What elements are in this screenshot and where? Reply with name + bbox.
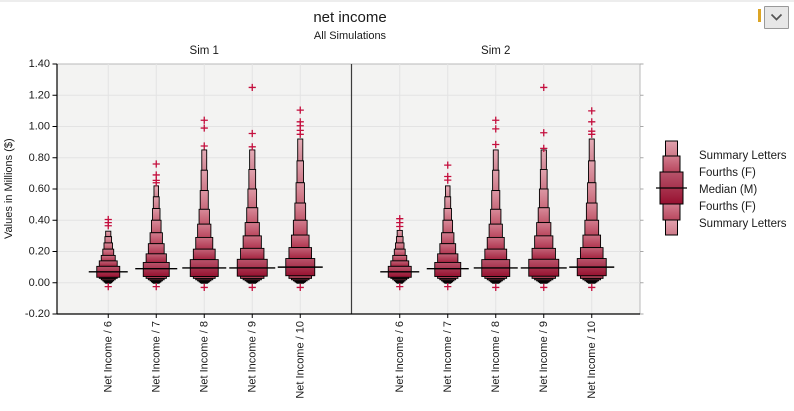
- x-category-label: Net Income / 7: [442, 321, 454, 393]
- y-tick-label: 1.00: [29, 121, 50, 133]
- y-tick-label: 0.20: [29, 246, 50, 258]
- letter-value-glyph[interactable]: [473, 116, 518, 292]
- y-tick-label: 0.00: [29, 277, 50, 289]
- y-tick-label: -0.20: [25, 308, 50, 320]
- letter-value-glyph[interactable]: [182, 116, 227, 292]
- letter-value-glyph[interactable]: [277, 106, 323, 292]
- letter-value-glyph[interactable]: [88, 215, 128, 291]
- letter-value-glyph[interactable]: [380, 215, 420, 291]
- chevron-down-icon: [770, 13, 783, 21]
- x-category-label: Net Income / 10: [586, 321, 598, 399]
- x-category-label: Net Income / 6: [394, 321, 406, 393]
- outlier-marker[interactable]: [200, 116, 208, 292]
- outlier-marker[interactable]: [588, 107, 596, 292]
- panel-label: Sim 1: [190, 45, 219, 57]
- outlier-marker[interactable]: [540, 83, 548, 292]
- legend-item: Median (M): [699, 184, 758, 196]
- letter-value-glyph[interactable]: [426, 161, 469, 291]
- chart-subtitle: All Simulations: [313, 30, 387, 42]
- panel-label: Sim 2: [481, 45, 510, 57]
- letter-value-glyph[interactable]: [569, 107, 615, 292]
- legend-glyph-segment: [665, 140, 678, 157]
- x-category-label: Net Income / 7: [150, 321, 162, 393]
- outlier-marker[interactable]: [492, 116, 500, 292]
- y-tick-label: 0.80: [29, 152, 50, 164]
- x-category-label: Net Income / 10: [294, 321, 306, 399]
- outlier-marker[interactable]: [396, 215, 404, 291]
- selection-marker: [758, 9, 761, 22]
- letter-value-glyph[interactable]: [135, 160, 178, 291]
- x-category-label: Net Income / 8: [198, 321, 210, 393]
- legend-glyph-icon: [656, 140, 687, 236]
- legend-item: Summary Letters: [699, 150, 787, 162]
- legend-glyph-segment: [662, 155, 681, 173]
- x-category-label: Net Income / 9: [246, 321, 258, 393]
- outlier-marker[interactable]: [444, 161, 452, 291]
- legend-labels: Summary Letters Fourths (F) Median (M) Four…: [699, 140, 787, 240]
- legend-glyph-segment: [665, 219, 678, 236]
- y-tick-label: 0.40: [29, 214, 50, 226]
- legend-item: Fourths (F): [699, 167, 756, 179]
- outlier-marker[interactable]: [104, 215, 112, 291]
- dropdown-button[interactable]: [764, 6, 789, 29]
- y-tick-label: 1.20: [29, 89, 50, 101]
- chart-title: net income: [313, 9, 387, 26]
- x-category-label: Net Income / 6: [102, 321, 114, 393]
- x-category-label: Net Income / 8: [490, 321, 502, 393]
- outlier-marker[interactable]: [296, 106, 304, 292]
- letter-value-glyph[interactable]: [229, 83, 276, 292]
- y-tick-label: 0.60: [29, 183, 50, 195]
- outlier-marker[interactable]: [248, 83, 256, 292]
- x-category-label: Net Income / 9: [538, 321, 550, 393]
- y-tick-label: 1.40: [29, 58, 50, 70]
- legend-glyph-segment: [662, 203, 681, 221]
- legend-item: Fourths (F): [699, 201, 756, 213]
- letter-value-glyph[interactable]: [520, 83, 567, 292]
- legend-item: Summary Letters: [699, 218, 787, 230]
- legend: Summary Letters Fourths (F) Median (M) Four…: [654, 140, 787, 240]
- outlier-marker[interactable]: [152, 160, 160, 291]
